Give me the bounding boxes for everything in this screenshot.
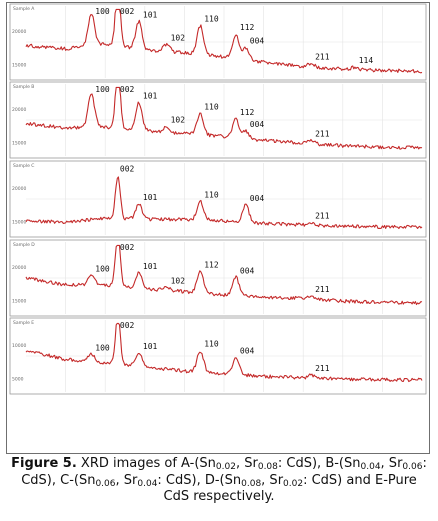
xrd-panel-a: Sample A 20000 15000 100 002 101 102 110 112 004 2… — [9, 3, 427, 81]
caption-subscript: 0.02 — [215, 462, 236, 472]
xrd-panel-b: Sample B 20000 15000 100 002 101 102 110 112 004 2… — [9, 81, 427, 159]
y-tick-label: 15000 — [12, 219, 26, 225]
xrd-panel-d: Sample D 20000 15000 100 002 101 102 112 004 211 — [9, 239, 427, 317]
peak-label: 101 — [143, 193, 158, 202]
caption-text: , Sr — [261, 472, 284, 488]
y-tick-label: 20000 — [12, 265, 26, 271]
caption-text: XRD images of A-(Sn — [76, 456, 216, 471]
peak-label: 002 — [120, 243, 135, 252]
peak-label: 002 — [120, 165, 135, 174]
peak-label: 110 — [204, 191, 219, 200]
y-tick-label: 10000 — [12, 343, 26, 349]
xrd-trace — [25, 176, 423, 230]
xrd-panel-c: Sample C 20000 15000 002 101 110 004 211 — [9, 160, 427, 238]
peak-label: 101 — [143, 92, 158, 101]
xrd-figure: Sample A 20000 15000 100 002 101 102 110 112 004 2… — [9, 3, 427, 395]
caption-subscript: 0.08 — [241, 478, 262, 489]
peak-label: 114 — [359, 56, 374, 65]
peak-label: 101 — [143, 262, 158, 271]
caption-text: , Sr — [380, 456, 403, 471]
peak-label: 112 — [240, 23, 255, 32]
y-tick-label: 5000 — [12, 376, 24, 382]
sample-label: Sample D — [13, 242, 35, 248]
peak-label: 110 — [204, 340, 219, 349]
caption-subscript: 0.02 — [283, 478, 304, 489]
peak-label: 112 — [204, 261, 219, 270]
peak-label: 004 — [250, 37, 265, 46]
sample-label: Sample E — [13, 320, 34, 326]
peak-label: 211 — [315, 285, 330, 294]
caption-subscript: 0.04 — [137, 478, 158, 489]
xrd-trace — [25, 86, 423, 150]
peak-label: 101 — [143, 342, 158, 351]
caption-text: : CdS), C-(Sn — [21, 456, 427, 488]
peak-label: 100 — [95, 265, 110, 274]
peak-label: 002 — [120, 321, 135, 330]
y-tick-label: 20000 — [12, 186, 26, 192]
y-tick-label: 15000 — [12, 298, 26, 304]
peak-label: 211 — [315, 52, 330, 61]
peak-label: 002 — [120, 7, 135, 16]
caption-label: Figure 5. — [11, 456, 77, 471]
caption-text: , Sr — [115, 472, 138, 488]
peak-label: 112 — [240, 108, 255, 117]
y-tick-label: 20000 — [12, 107, 26, 113]
caption-subscript: 0.06 — [95, 478, 116, 489]
xrd-panel-e: Sample E 10000 5000 100 002 101 110 004 211 — [9, 317, 427, 395]
peak-label: 101 — [143, 11, 158, 20]
y-tick-label: 20000 — [12, 29, 26, 35]
peak-label: 004 — [240, 266, 255, 275]
figure-caption: Figure 5. XRD images of A-(Sn0.02, Sr0.0… — [8, 456, 430, 506]
peak-label: 100 — [95, 7, 110, 16]
caption-subscript: 0.08 — [257, 462, 278, 472]
peak-label: 102 — [171, 115, 186, 124]
peak-label: 211 — [315, 130, 330, 139]
caption-text: : CdS), D-(Sn — [157, 472, 242, 488]
sample-label: Sample B — [13, 84, 34, 90]
peak-label: 102 — [171, 33, 186, 42]
caption-text: : CdS) and E-Pure CdS respectively. — [163, 472, 417, 505]
peak-label: 211 — [315, 364, 330, 373]
caption-text: : CdS), B-(Sn — [277, 456, 361, 471]
peak-label: 110 — [204, 15, 219, 24]
peak-label: 004 — [240, 346, 255, 355]
sample-label: Sample C — [13, 163, 34, 169]
xrd-trace — [25, 322, 423, 383]
sample-label: Sample A — [13, 6, 35, 12]
peak-label: 004 — [250, 194, 265, 203]
peak-label: 211 — [315, 212, 330, 221]
caption-text: , Sr — [235, 456, 258, 471]
caption-subscript: 0.04 — [360, 462, 381, 472]
y-tick-label: 15000 — [12, 62, 26, 68]
peak-label: 004 — [250, 120, 265, 129]
xrd-trace — [25, 244, 423, 306]
xrd-trace — [25, 8, 423, 74]
peak-label: 100 — [95, 85, 110, 94]
peak-label: 002 — [120, 85, 135, 94]
peak-label: 102 — [171, 276, 186, 285]
peak-label: 110 — [204, 102, 219, 111]
peak-label: 100 — [95, 343, 110, 352]
y-tick-label: 15000 — [12, 140, 26, 146]
caption-subscript: 0.06 — [402, 462, 423, 472]
